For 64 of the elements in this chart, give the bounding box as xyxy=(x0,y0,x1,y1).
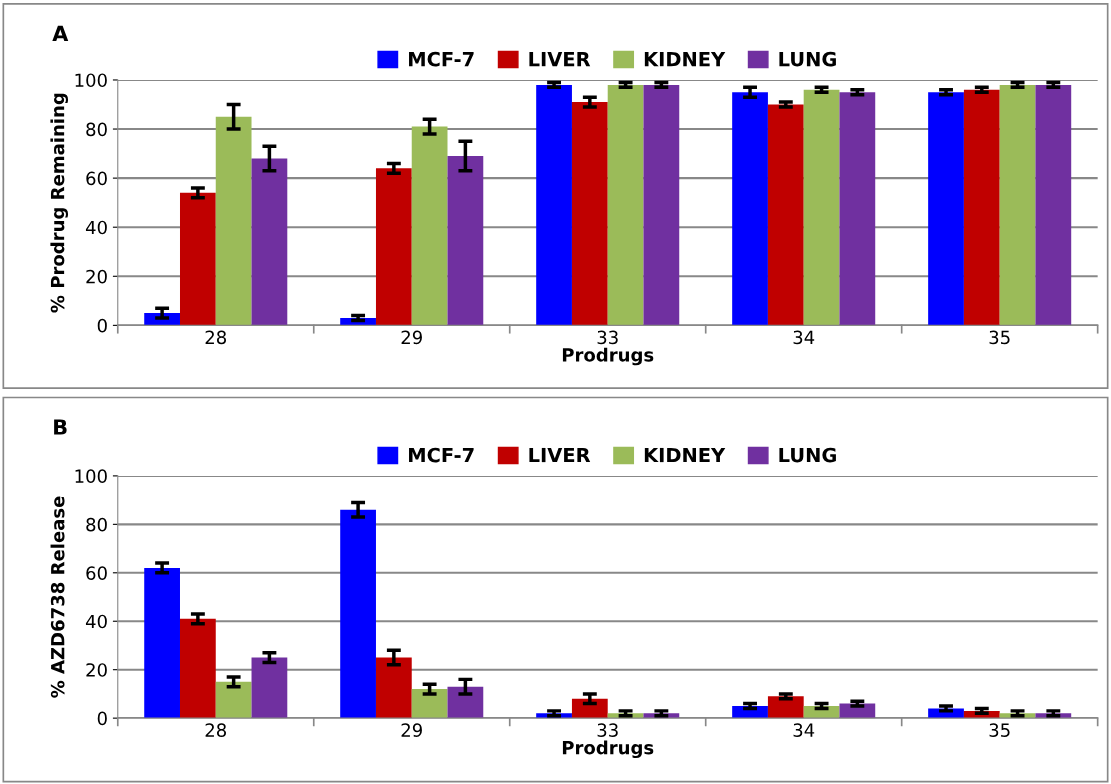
bar xyxy=(215,681,252,719)
bar xyxy=(607,84,644,326)
y-tick-label: 80 xyxy=(86,517,107,532)
y-tick-label: 20 xyxy=(86,663,107,677)
y-tick-label: 60 xyxy=(86,171,107,186)
bar xyxy=(1035,84,1072,326)
bar xyxy=(767,104,804,326)
x-tick-label: 35 xyxy=(989,723,1010,737)
y-axis-title: % AZD6738 Release xyxy=(50,496,65,698)
y-tick-label: 0 xyxy=(97,711,107,726)
x-tick-label: 34 xyxy=(793,330,815,345)
bar xyxy=(536,84,572,326)
bar xyxy=(251,158,288,326)
bar xyxy=(215,116,252,326)
x-tick-label: 29 xyxy=(401,330,422,345)
bar xyxy=(447,156,484,326)
y-tick-label: 40 xyxy=(85,614,107,629)
y-tick-label: 0 xyxy=(97,318,107,333)
x-tick-label: 34 xyxy=(793,723,815,737)
bar xyxy=(963,89,1000,326)
x-tick-label: 33 xyxy=(597,723,618,737)
bar xyxy=(928,92,964,326)
bar xyxy=(144,567,180,719)
legend-label: MCF-7 xyxy=(409,51,474,67)
bar xyxy=(767,696,804,719)
legend-label: KIDNEY xyxy=(644,52,726,67)
legend-label: LUNG xyxy=(779,447,836,463)
x-axis-title: Prodrugs xyxy=(562,740,654,759)
chart-title: B xyxy=(54,419,67,435)
legend-label: LIVER xyxy=(529,52,591,67)
x-tick-label: 33 xyxy=(597,330,618,345)
bar xyxy=(571,102,608,326)
y-axis-title: % Prodrug Remaining xyxy=(50,93,69,313)
y-tick-label: 100 xyxy=(75,73,107,88)
x-tick-label: 28 xyxy=(205,723,227,737)
x-tick-label: 35 xyxy=(989,330,1010,345)
bar xyxy=(999,84,1036,326)
bar xyxy=(643,84,680,326)
legend-label: LIVER xyxy=(529,447,591,463)
y-tick-label: 20 xyxy=(86,269,107,284)
y-tick-label: 60 xyxy=(86,566,107,580)
bar xyxy=(179,618,216,719)
bar xyxy=(447,686,484,719)
y-tick-label: 100 xyxy=(75,469,107,483)
x-axis-title: Prodrugs xyxy=(562,347,654,366)
legend-label: LUNG xyxy=(779,51,836,67)
y-tick-label: 40 xyxy=(85,220,107,235)
x-tick-label: 29 xyxy=(401,723,422,737)
x-tick-label: 28 xyxy=(205,330,227,345)
bar xyxy=(375,168,412,326)
bar xyxy=(340,509,376,719)
legend-label: KIDNEY xyxy=(644,447,726,463)
y-tick-label: 80 xyxy=(86,122,107,137)
bar xyxy=(571,698,608,719)
bar xyxy=(803,89,840,326)
bar xyxy=(411,689,448,719)
bar xyxy=(375,657,412,719)
bar xyxy=(411,126,448,326)
bar xyxy=(732,92,768,326)
bar xyxy=(251,657,288,719)
legend-label: MCF-7 xyxy=(409,447,474,463)
bar xyxy=(179,192,216,326)
bar xyxy=(839,92,876,326)
chart-title: A xyxy=(52,25,69,42)
